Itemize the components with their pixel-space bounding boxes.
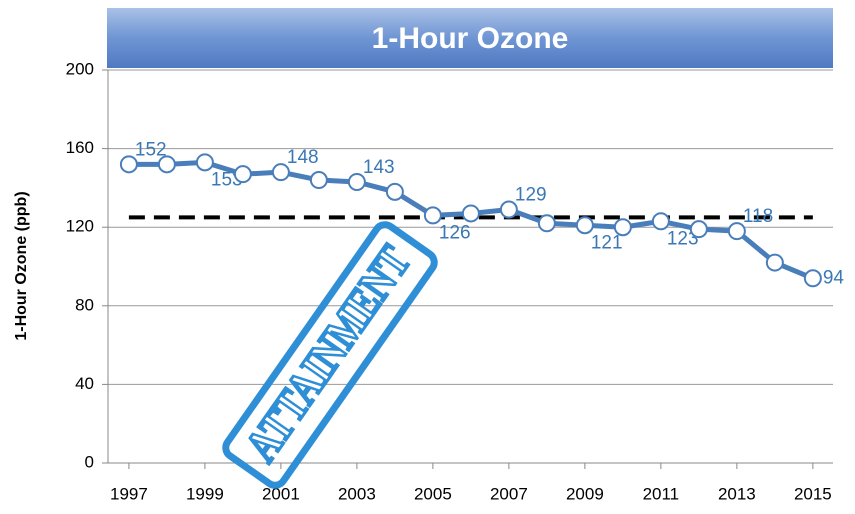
- data-label: 148: [287, 147, 319, 168]
- x-tick-label: 2011: [643, 484, 680, 503]
- data-label: 123: [667, 228, 699, 249]
- data-point: [727, 222, 746, 241]
- data-point: [309, 171, 328, 190]
- data-point: [537, 214, 556, 233]
- data-point: [271, 163, 290, 182]
- data-label: 129: [515, 185, 547, 206]
- data-point: [461, 204, 480, 223]
- data-label: 94: [823, 267, 845, 288]
- stamp: ATTAINMENT: [222, 221, 438, 489]
- data-point: [689, 220, 708, 239]
- data-point: [803, 269, 822, 288]
- data-point: [613, 218, 632, 237]
- x-tick-label: 1999: [186, 484, 224, 503]
- x-tick-label: 2001: [262, 484, 300, 503]
- stamp-border: [222, 221, 438, 489]
- x-tick-label: 2015: [794, 484, 832, 503]
- x-tick-label: 2013: [718, 484, 756, 503]
- data-point: [575, 216, 594, 235]
- data-point: [233, 165, 252, 184]
- x-tick-label: 2005: [414, 484, 452, 503]
- stamp-text: ATTAINMENT: [235, 236, 420, 470]
- data-point: [347, 173, 366, 192]
- x-tick-label: 2003: [338, 484, 376, 503]
- data-point: [651, 212, 670, 231]
- y-tick-label: 200: [66, 59, 94, 78]
- data-point: [157, 155, 176, 174]
- x-tick-label: 1997: [110, 484, 148, 503]
- y-tick-label: 160: [66, 138, 94, 157]
- chart-title: 1-Hour Ozone: [372, 22, 569, 55]
- data-label: 121: [591, 232, 623, 253]
- y-axis-label: 1-Hour Ozone (ppb): [13, 191, 30, 340]
- data-point: [499, 200, 518, 219]
- data-label: 118: [743, 206, 773, 227]
- data-point: [385, 182, 404, 201]
- data-label: 152: [135, 139, 167, 160]
- y-tick-label: 40: [75, 374, 94, 393]
- title-banner: [107, 8, 833, 68]
- data-point: [423, 206, 442, 225]
- data-point: [195, 153, 214, 172]
- data-point: [765, 253, 784, 272]
- data-point: [119, 155, 138, 174]
- data-label: 143: [363, 157, 395, 178]
- y-tick-label: 120: [66, 217, 94, 236]
- x-tick-label: 2009: [566, 484, 604, 503]
- data-label: 126: [439, 222, 471, 243]
- x-tick-label: 2007: [490, 484, 528, 503]
- y-tick-label: 80: [75, 295, 94, 314]
- y-tick-label: 0: [85, 452, 94, 471]
